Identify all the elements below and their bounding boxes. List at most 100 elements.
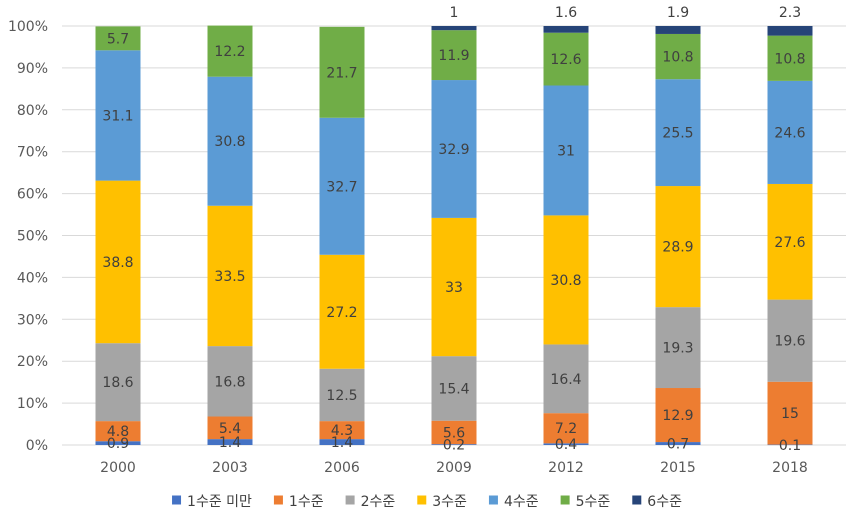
data-label: 25.5	[662, 126, 693, 142]
x-tick-label: 2000	[100, 460, 136, 476]
data-label: 24.6	[774, 125, 805, 141]
data-label: 31	[557, 143, 575, 159]
bar-segment	[655, 307, 701, 389]
bar-segment	[431, 444, 477, 445]
data-label: 33.5	[214, 269, 245, 285]
bar-segment	[767, 35, 813, 81]
bars	[95, 25, 813, 446]
bar-segment	[767, 381, 813, 445]
y-tick-label: 90%	[17, 61, 48, 77]
data-label: 12.2	[214, 44, 245, 60]
data-labels: 0.94.818.638.831.15.71.45.416.833.530.81…	[102, 5, 805, 454]
data-label: 11.9	[438, 48, 469, 64]
bar-segment	[543, 26, 589, 33]
y-tick-label: 20%	[17, 354, 48, 370]
bar-segment	[431, 26, 477, 31]
bar-segment	[95, 421, 141, 442]
bar-segment	[655, 388, 701, 443]
x-tick-label: 2012	[548, 460, 584, 476]
y-tick-label: 80%	[17, 103, 48, 119]
data-label: 5.4	[219, 421, 241, 437]
data-label: 38.8	[102, 255, 133, 271]
x-tick-label: 2015	[660, 460, 696, 476]
bar-segment	[655, 26, 701, 34]
x-tick-label: 2009	[436, 460, 472, 476]
legend-label: 5수준	[576, 494, 611, 510]
data-label: 27.2	[326, 305, 357, 321]
data-label: 16.8	[214, 374, 245, 390]
data-label: 31.1	[102, 108, 133, 124]
bar-segment	[319, 368, 365, 422]
legend: 1수준 미만 1수준 2수준 3수준 4수준 5수준 6수준	[172, 494, 682, 510]
bar-segment	[767, 80, 813, 184]
x-tick-label: 2006	[324, 460, 360, 476]
data-label: 32.7	[326, 179, 357, 195]
data-label: 1.4	[331, 435, 353, 451]
bar-segment	[319, 439, 365, 445]
x-axis-ticks: 2000 2003 2006 2009 2012 2015 2018	[100, 460, 808, 476]
legend-swatch	[560, 495, 570, 505]
y-tick-label: 40%	[17, 270, 48, 286]
data-label: 28.9	[662, 240, 693, 256]
data-label: 30.8	[214, 134, 245, 150]
data-label: 0.9	[107, 436, 129, 452]
bar-segment	[207, 416, 253, 440]
bar-segment	[95, 50, 141, 181]
x-tick-label: 2018	[772, 460, 808, 476]
data-label: 10.8	[662, 50, 693, 66]
legend-label: 6수준	[647, 494, 682, 510]
data-label: 1.4	[219, 435, 241, 451]
bar-segment	[543, 215, 589, 345]
bar-segment	[431, 80, 477, 218]
bar-segment	[319, 254, 365, 369]
data-label: 19.3	[662, 341, 693, 357]
bar-segment	[655, 33, 701, 80]
bar-segment	[319, 421, 365, 440]
bar-segment	[95, 343, 141, 422]
y-tick-label: 10%	[17, 396, 48, 412]
data-label: 18.6	[102, 375, 133, 391]
data-label: 12.5	[326, 388, 357, 404]
data-label: 2.3	[779, 5, 801, 21]
bar-segment	[655, 79, 701, 187]
data-label: 7.2	[555, 421, 577, 437]
data-label: 0.7	[667, 437, 689, 453]
data-label: 4.3	[331, 423, 353, 439]
data-label: 15.4	[438, 381, 469, 397]
data-label: 33	[445, 280, 463, 296]
bar-segment	[207, 25, 253, 77]
bar-segment	[431, 30, 477, 81]
bar-segment	[655, 186, 701, 308]
bar-segment	[767, 26, 813, 36]
bar-segment	[207, 76, 253, 206]
data-label: 16.4	[550, 372, 581, 388]
bar-segment	[431, 356, 477, 421]
bar-segment	[207, 346, 253, 417]
data-label: 15	[781, 406, 799, 422]
bar-segment	[767, 183, 813, 300]
data-label: 0.2	[443, 438, 465, 454]
y-tick-label: 100%	[8, 19, 48, 35]
legend-swatch	[345, 495, 355, 505]
data-label: 0.4	[555, 437, 577, 453]
bar-segment	[95, 26, 141, 51]
bar-segment	[543, 344, 589, 414]
x-tick-label: 2003	[212, 460, 248, 476]
bar-segment	[543, 32, 589, 86]
legend-label: 2수준	[361, 494, 396, 510]
legend-swatch	[273, 495, 283, 505]
y-tick-label: 0%	[26, 438, 48, 454]
data-label: 4.8	[107, 424, 129, 440]
data-label: 5.7	[107, 31, 129, 47]
data-label: 21.7	[326, 65, 357, 81]
legend-swatch	[417, 495, 427, 505]
bar-segment	[543, 85, 589, 216]
legend-swatch	[632, 495, 642, 505]
data-label: 10.8	[774, 51, 805, 67]
bar-segment	[767, 299, 813, 382]
y-tick-label: 50%	[17, 229, 48, 245]
data-label: 5.6	[443, 425, 465, 441]
data-label: 19.6	[774, 334, 805, 350]
legend-swatch	[172, 495, 182, 505]
